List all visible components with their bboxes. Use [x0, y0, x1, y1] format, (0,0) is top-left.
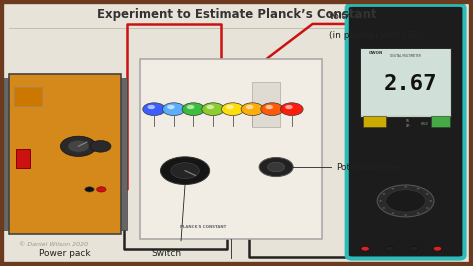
Circle shape — [404, 214, 407, 216]
Circle shape — [383, 207, 385, 209]
Circle shape — [90, 140, 111, 152]
Circle shape — [417, 188, 420, 190]
Circle shape — [246, 105, 254, 109]
Text: DIGITAL MULTIMETER: DIGITAL MULTIMETER — [390, 54, 421, 58]
Circle shape — [265, 105, 273, 109]
Circle shape — [417, 212, 420, 214]
Circle shape — [187, 105, 194, 109]
Circle shape — [202, 103, 225, 115]
Circle shape — [167, 105, 175, 109]
Bar — [3, 78, 11, 230]
Circle shape — [392, 212, 394, 214]
Text: Power pack: Power pack — [39, 249, 91, 258]
Circle shape — [426, 193, 429, 195]
Circle shape — [385, 246, 394, 251]
Circle shape — [433, 246, 442, 251]
Bar — [119, 78, 127, 230]
Text: (in parallel with LED): (in parallel with LED) — [329, 31, 424, 40]
Bar — [9, 74, 121, 234]
Text: Switch: Switch — [152, 249, 182, 258]
Circle shape — [261, 103, 283, 115]
Bar — [14, 87, 42, 106]
Circle shape — [160, 157, 210, 185]
Bar — [253, 82, 280, 127]
Text: Array of LEDs: Array of LEDs — [200, 263, 261, 266]
Text: PLANCK'S CONSTANT: PLANCK'S CONSTANT — [180, 225, 227, 229]
Circle shape — [268, 162, 285, 172]
Circle shape — [221, 103, 244, 115]
Circle shape — [143, 103, 166, 115]
Text: © Daniel Wilson 2020: © Daniel Wilson 2020 — [19, 242, 88, 247]
Circle shape — [226, 105, 234, 109]
Circle shape — [379, 200, 382, 202]
Circle shape — [392, 188, 394, 190]
Circle shape — [85, 187, 94, 192]
Circle shape — [96, 187, 106, 192]
Text: OWON: OWON — [369, 51, 384, 55]
Circle shape — [386, 190, 426, 212]
Circle shape — [429, 200, 432, 202]
Circle shape — [61, 136, 96, 156]
Text: HOLD: HOLD — [421, 122, 429, 126]
Circle shape — [361, 246, 369, 251]
Circle shape — [162, 103, 185, 115]
Circle shape — [207, 105, 214, 109]
FancyBboxPatch shape — [347, 5, 464, 259]
Bar — [16, 149, 30, 168]
Text: Voltmeter: Voltmeter — [329, 12, 373, 21]
Circle shape — [285, 105, 293, 109]
Circle shape — [404, 186, 407, 188]
Bar — [431, 116, 450, 127]
Circle shape — [377, 185, 434, 217]
Bar — [140, 59, 322, 239]
Text: 2.67: 2.67 — [384, 74, 437, 94]
Circle shape — [171, 163, 199, 179]
Circle shape — [68, 140, 89, 152]
Circle shape — [182, 103, 205, 115]
Circle shape — [280, 103, 303, 115]
Bar — [361, 49, 450, 115]
Bar — [360, 48, 451, 117]
Text: Potentiometer: Potentiometer — [336, 163, 401, 172]
Text: ON
OFF: ON OFF — [405, 119, 410, 128]
Circle shape — [426, 207, 429, 209]
Circle shape — [259, 157, 293, 177]
Circle shape — [383, 193, 385, 195]
Circle shape — [148, 105, 155, 109]
Text: Experiment to Estimate Planck’s Constant: Experiment to Estimate Planck’s Constant — [96, 8, 377, 21]
Circle shape — [241, 103, 264, 115]
Circle shape — [410, 246, 418, 251]
Bar — [363, 116, 386, 127]
